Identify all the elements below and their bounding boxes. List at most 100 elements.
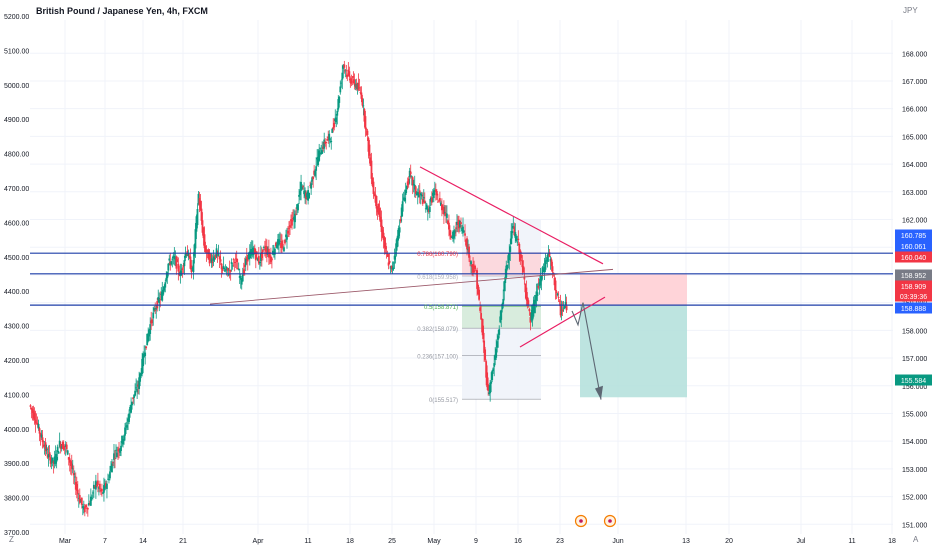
candle-body [287,230,289,234]
candle-body [84,505,87,508]
candle-body [442,206,445,215]
left-axis: 5200.00 5100.00 5000.00 4900.00 4800.00 4700.… [4,14,29,537]
candle-body [500,310,503,320]
candle-body [241,274,244,282]
candle-body [249,249,252,256]
candle-body [275,242,277,247]
candle-body [391,267,394,270]
candle-body [437,200,440,202]
candle-body [231,265,234,267]
candle-body [207,249,210,260]
candle-body [370,160,373,179]
take-profit-zone[interactable] [580,305,687,398]
candle-body [311,177,314,182]
candle-body [134,390,137,396]
time-axis-tick: 7 [103,538,107,545]
candle-body [434,189,437,192]
candle-body [371,177,374,186]
candle-body [106,483,108,489]
event-icon[interactable] [603,514,617,528]
candle-body [141,358,144,374]
candle-body [425,204,428,209]
candle-body [422,197,425,199]
candle-body [48,452,51,455]
candle-body [193,244,196,257]
candle-body [344,70,347,72]
candle-body [458,219,460,229]
candle-body [60,446,63,449]
candle-body [357,82,360,90]
candle-body [559,304,562,316]
candle-body [379,216,382,222]
trendline-lower[interactable] [519,296,606,348]
candle-body [274,248,276,255]
left-axis-tick: 4400.00 [4,289,29,296]
candle-body [414,186,417,195]
candle-body [197,193,200,204]
candle-body [161,291,164,301]
candle-body [50,461,53,463]
right-axis-tick: 167.000 [902,79,927,86]
candle-body [400,207,403,217]
candle-body [312,176,315,180]
candle-body [541,267,544,275]
candle-body [393,255,396,260]
candle-body [144,352,147,357]
candle-body [83,507,86,513]
price-badge: 158.952 [901,273,926,280]
candle-body [476,270,478,289]
candle-body [551,266,554,272]
candle-body [279,241,281,243]
candle-body [258,261,261,264]
time-axis-tick: 18 [346,538,354,545]
candle-body [382,232,385,241]
candle-body [417,194,420,198]
candle-body [374,194,377,203]
candle-body [409,171,412,175]
candle-body [453,230,455,238]
candle-body [432,190,435,199]
candle-body [229,270,232,272]
candle-body [463,231,465,232]
projection-arrow[interactable] [571,302,602,400]
candle-body [466,238,468,250]
candle-body [540,275,543,282]
event-icon[interactable] [574,514,588,528]
candle-body [415,193,418,196]
candle-body [439,202,442,206]
candle-body [120,445,122,452]
candles [29,60,568,517]
timezone-icon[interactable]: Z [9,535,14,544]
candle-body [137,384,140,387]
trendline-support[interactable] [209,268,614,305]
candle-body [335,117,338,123]
candle-body [401,201,404,212]
candle-body [343,64,346,68]
candle-body [424,208,427,210]
candle-body [387,262,390,266]
candle-body [240,279,243,285]
candle-body [276,244,278,249]
candle-body [136,389,139,393]
candle-body [492,368,495,372]
candle-body [542,269,545,273]
stop-loss-zone[interactable] [580,273,687,306]
candle-body [441,207,444,210]
candle-body [265,246,268,255]
trendline-upper[interactable] [419,166,604,265]
candle-body [232,259,235,261]
candle-body [247,253,250,260]
candle-body [301,186,303,190]
candle-body [164,282,167,288]
time-axis-tick: May [427,538,441,545]
candle-body [557,297,560,298]
candle-body [190,265,193,273]
auto-scale-button[interactable]: A [913,535,919,544]
candle-body [181,268,184,270]
candle-body [390,265,393,270]
candle-body [250,249,253,250]
candle-body [319,147,322,149]
candle-body [109,471,111,479]
